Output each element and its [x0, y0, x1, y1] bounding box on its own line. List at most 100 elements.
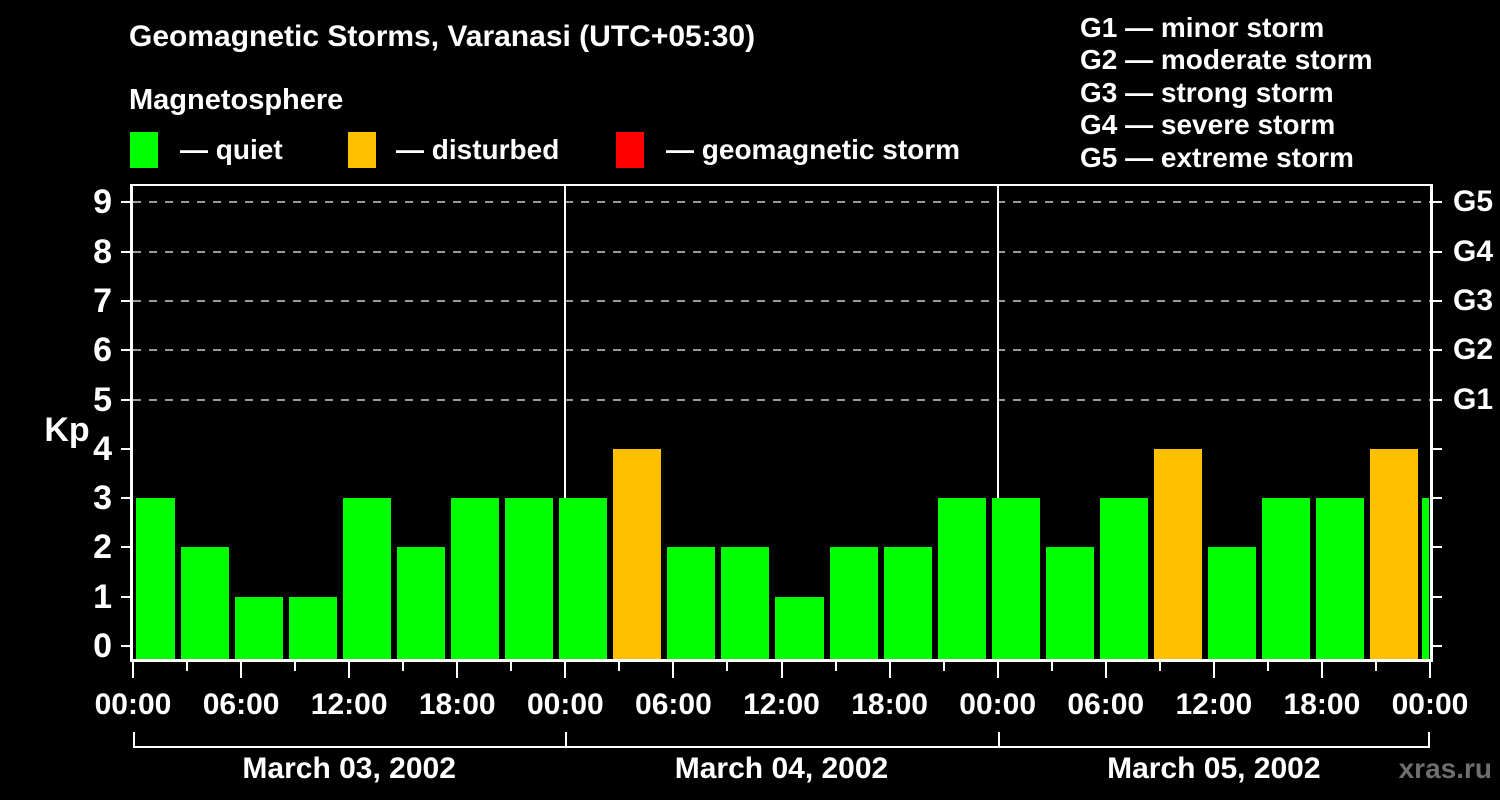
x-axis-tick	[1104, 662, 1107, 678]
kp-tick-label: 7	[93, 281, 112, 320]
x-axis-tick	[834, 662, 837, 671]
plot-frame-right	[1430, 184, 1433, 662]
x-tick-label: 12:00	[310, 688, 388, 721]
day-bracket-tick	[1428, 732, 1430, 748]
kp-bar	[829, 547, 878, 659]
x-axis-tick	[726, 662, 729, 671]
x-tick-label: 12:00	[1175, 688, 1253, 721]
day-bracket-tick	[997, 732, 1000, 748]
kp-axis-tick-right	[1433, 595, 1442, 598]
x-axis-tick	[618, 662, 621, 671]
x-axis-tick	[564, 662, 567, 678]
kp-bar	[289, 596, 338, 659]
kp-bar	[1207, 547, 1256, 659]
x-axis-tick	[402, 662, 405, 671]
x-axis-tick	[294, 662, 297, 671]
kp-bar	[1261, 498, 1310, 659]
g-scale-label: G2	[1453, 333, 1494, 367]
kp-axis-tick-left	[121, 349, 130, 352]
legend-label-quiet: — quiet	[180, 134, 283, 165]
g-scale-label: G1	[1453, 382, 1494, 416]
x-axis-tick	[1158, 662, 1161, 671]
kp-axis-tick-right	[1433, 349, 1442, 352]
g-scale-label: G5	[1453, 185, 1494, 219]
g-scale-label: G3	[1453, 283, 1494, 317]
kp-bar	[1421, 498, 1429, 659]
x-axis-tick	[132, 662, 134, 678]
storm-scale-item-g3: G3 — strong storm	[1080, 76, 1334, 108]
kp-tick-label: 9	[93, 183, 112, 222]
kp-bar	[505, 498, 554, 659]
plot-area: 0 1 2 3 4 5 6 7 8 9 G5 G4 G3 G2 G1 00:00 06:00 12:00 18:00…	[93, 183, 1493, 785]
kp-axis-tick-right	[1433, 299, 1442, 302]
x-axis-tick	[672, 662, 675, 678]
kp-bar	[667, 547, 716, 659]
x-axis-tick	[1320, 662, 1323, 678]
kp-bar	[1153, 448, 1202, 659]
x-axis-tick	[1212, 662, 1215, 678]
kp-axis-tick-left	[121, 497, 130, 500]
x-axis-tick	[1374, 662, 1377, 671]
day-bracket-line	[133, 746, 566, 748]
kp-bar	[1045, 547, 1094, 659]
x-tick-label: 18:00	[1283, 688, 1361, 721]
kp-bar	[1315, 498, 1364, 659]
kp-bar	[721, 547, 770, 659]
kp-axis-tick-right	[1433, 201, 1442, 204]
storm-scale-item-g2: G2 — moderate storm	[1080, 44, 1373, 76]
chart-subtitle: Magnetosphere	[129, 84, 344, 116]
grid-line	[133, 201, 1430, 204]
x-axis-tick	[1429, 662, 1431, 678]
kp-tick-label: 4	[93, 429, 112, 468]
kp-bar	[883, 547, 932, 659]
legend-swatch-storm	[616, 132, 644, 168]
day-bracket-line	[997, 746, 1430, 748]
kp-bar	[1099, 498, 1148, 659]
kp-bar	[235, 596, 284, 659]
storm-scale-item-g4: G4 — severe storm	[1080, 109, 1336, 141]
kp-axis-tick-right	[1433, 447, 1442, 450]
x-tick-label: 06:00	[635, 688, 712, 721]
x-axis-tick	[942, 662, 945, 671]
grid-line	[133, 398, 1430, 401]
x-axis-tick	[888, 662, 891, 678]
storm-scale-item-g5: G5 — extreme storm	[1080, 141, 1354, 173]
x-tick-label: 00:00	[959, 688, 1037, 721]
x-tick-label: 06:00	[1067, 688, 1145, 721]
kp-axis-tick-right	[1433, 398, 1442, 401]
kp-bar	[937, 498, 986, 659]
legend-swatch-quiet	[130, 132, 158, 168]
kp-axis-tick-left	[121, 250, 130, 253]
kp-tick-label: 3	[93, 479, 112, 518]
plot-frame-bottom	[130, 659, 1433, 662]
x-tick-label: 18:00	[418, 688, 496, 721]
kp-axis-tick-right	[1433, 546, 1442, 549]
kp-bar	[136, 498, 176, 659]
kp-bar	[775, 596, 824, 659]
kp-axis-tick-left	[121, 447, 130, 450]
plot-frame-top	[130, 184, 1433, 186]
kp-axis-tick-left	[121, 398, 130, 401]
kp-axis-tick-right	[1433, 250, 1442, 253]
kp-bar	[181, 547, 230, 659]
day-divider	[564, 186, 567, 657]
grid-line	[133, 349, 1430, 352]
plot-frame-left	[130, 184, 133, 662]
day-bracket-tick	[565, 732, 568, 748]
kp-axis-tick-left	[121, 595, 130, 598]
x-tick-label: 06:00	[202, 688, 280, 721]
kp-bar	[397, 547, 446, 659]
legend-label-disturbed: — disturbed	[396, 134, 560, 165]
date-label: March 04, 2002	[674, 752, 889, 785]
x-axis-tick	[456, 662, 459, 678]
x-axis-tick	[240, 662, 243, 678]
kp-axis-label: Kp	[44, 411, 90, 449]
kp-bar	[451, 498, 500, 659]
day-bracket-line	[565, 746, 998, 748]
x-axis-tick	[186, 662, 189, 671]
kp-axis-tick-left	[121, 201, 130, 204]
kp-bar	[613, 448, 662, 659]
x-axis-tick	[1050, 662, 1053, 671]
storm-scale-legend: G1 — minor storm G2 — moderate storm G3 …	[1080, 12, 1373, 174]
